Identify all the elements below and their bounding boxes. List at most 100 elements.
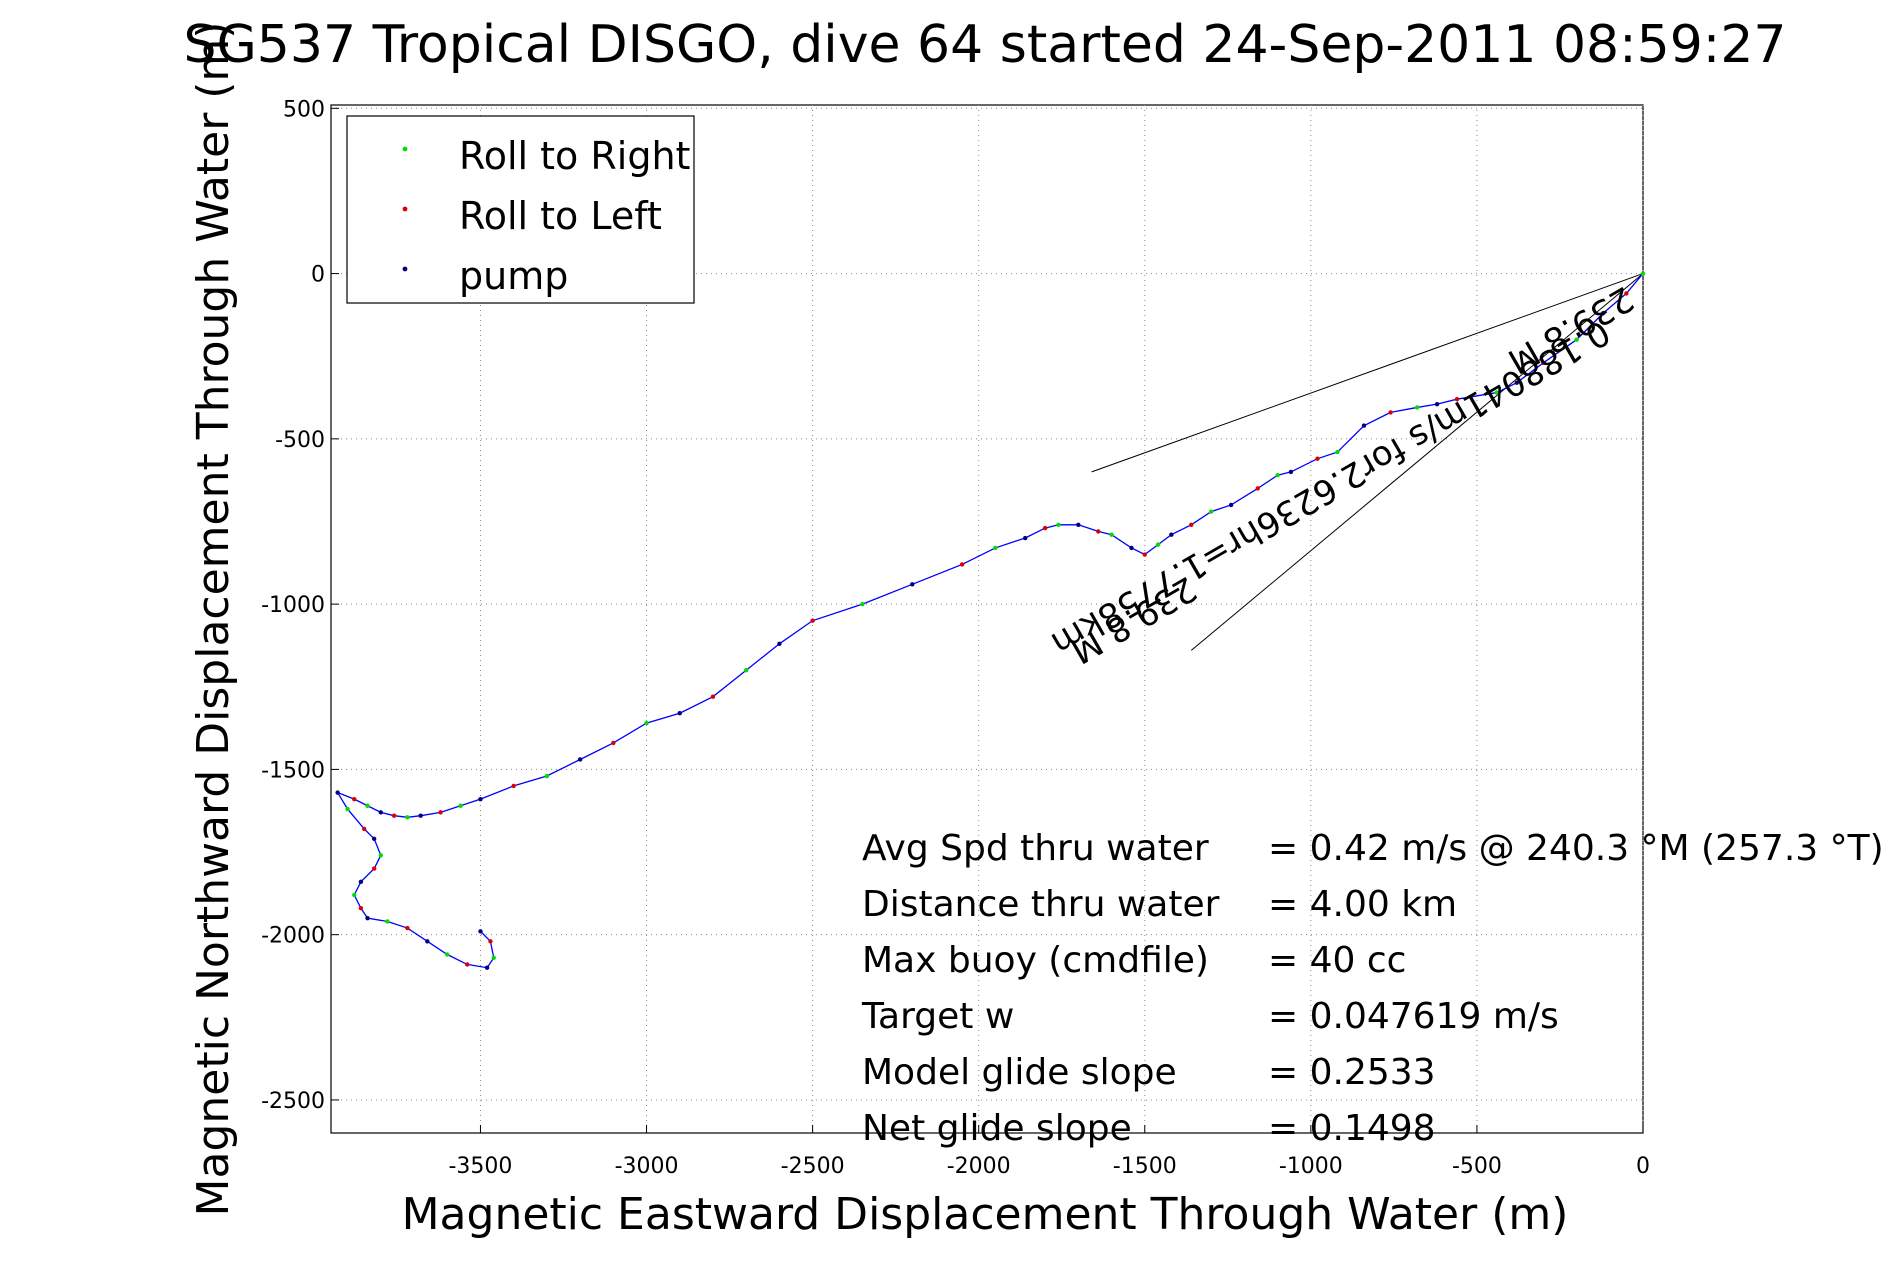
track-point [1414, 405, 1420, 410]
track-point [352, 796, 357, 802]
track-point [1076, 522, 1081, 527]
track-point [860, 601, 865, 607]
track-point [1514, 380, 1519, 385]
track-point [1169, 532, 1174, 537]
track-point [1142, 552, 1147, 557]
track-point [511, 783, 516, 789]
track-point [371, 836, 377, 842]
track-point [1494, 390, 1500, 395]
track-point [710, 694, 716, 699]
track-point [1275, 473, 1280, 478]
track-point [1454, 396, 1460, 402]
track-point [345, 806, 350, 812]
track-point [1361, 423, 1367, 428]
track-point [365, 803, 370, 808]
track-point [385, 919, 390, 924]
track-point [644, 720, 649, 726]
y-tick-label: 500 [283, 97, 325, 122]
stat-value: = 4.00 km [1268, 884, 1457, 925]
y-tick-label: -1500 [261, 758, 325, 783]
track-point [611, 740, 616, 746]
track-point [1189, 522, 1194, 527]
stat-label: Target w [861, 996, 1014, 1037]
x-axis-label: Magnetic Eastward Displacement Through W… [402, 1189, 1569, 1240]
y-axis-label: Magnetic Northward Displacement Through … [188, 22, 239, 1217]
heading-line [1190, 273, 1644, 651]
track-point [405, 925, 410, 931]
track-point [1434, 401, 1440, 407]
track-point [352, 892, 357, 898]
track-point [488, 939, 493, 944]
x-tick-labels: -3500 -3000 -2500 -2000 -1500 -1000 -500 0 [448, 1154, 1650, 1179]
track-point [418, 813, 423, 818]
x-tick-label: -2500 [781, 1154, 845, 1179]
track-point [378, 853, 384, 858]
track-point [1388, 410, 1393, 415]
track-point [425, 939, 430, 944]
x-tick-label: -1500 [1113, 1154, 1177, 1179]
track-point [1574, 337, 1579, 342]
track-point [458, 803, 463, 808]
legend-label: pump [459, 254, 568, 298]
track-point [1335, 449, 1340, 455]
track-point [445, 952, 450, 957]
track-point [1056, 522, 1061, 527]
heading-line [1091, 273, 1644, 473]
track-point [1096, 529, 1101, 534]
heading-lines [1091, 273, 1644, 651]
track-point [438, 810, 443, 815]
chart-title: SG537 Tropical DISGO, dive 64 started 24… [183, 15, 1786, 75]
track-point [1129, 545, 1134, 551]
x-tick-label: 0 [1636, 1154, 1650, 1179]
track-point [391, 813, 397, 818]
track-point [378, 810, 384, 815]
stat-value: = 0.2533 [1268, 1052, 1436, 1093]
stat-label: Max buoy (cmdfile) [862, 940, 1209, 981]
x-tick-label: -2000 [947, 1154, 1011, 1179]
track-point [464, 962, 470, 967]
track-point [1288, 469, 1294, 475]
track-point [1541, 360, 1546, 366]
track-point [1109, 532, 1114, 537]
stat-value: = 0.1498 [1268, 1108, 1436, 1149]
track-point [677, 711, 682, 716]
track-point [1022, 535, 1028, 541]
y-tick-label: -2000 [261, 924, 325, 949]
y-tick-label: 0 [311, 263, 325, 288]
legend-marker [402, 266, 408, 272]
track-point [810, 618, 815, 623]
legend-marker [402, 206, 408, 212]
stat-label: Distance thru water [862, 884, 1220, 925]
track-point [362, 826, 367, 832]
track-point [1155, 542, 1161, 547]
track-point [1042, 525, 1048, 531]
track-point [484, 965, 490, 970]
track-point [959, 562, 965, 567]
track-point [405, 815, 410, 820]
track-point [1640, 271, 1646, 276]
track-point [365, 915, 370, 921]
track-point [993, 545, 998, 551]
stat-value: = 0.42 m/s @ 240.3 °M (257.3 °T) [1268, 828, 1884, 869]
x-tick-label: -500 [1452, 1154, 1502, 1179]
y-tick-label: -500 [275, 428, 325, 453]
stat-label: Avg Spd thru water [862, 828, 1209, 869]
y-tick-label: -2500 [261, 1089, 325, 1114]
track-point [1600, 311, 1606, 316]
legend-label: Roll to Right [459, 134, 690, 178]
track-point [910, 582, 915, 587]
stat-label: Net glide slope [862, 1108, 1132, 1149]
track-point [1624, 291, 1629, 296]
track-point [335, 790, 340, 795]
stat-value: = 40 cc [1268, 940, 1406, 981]
track-point [1228, 502, 1234, 508]
track-point [478, 929, 483, 934]
track-point [358, 906, 364, 911]
track-point [577, 757, 583, 762]
track-point [777, 641, 782, 646]
x-tick-label: -3500 [448, 1154, 512, 1179]
stat-value: = 0.047619 m/s [1268, 996, 1559, 1037]
track-line [336, 273, 1644, 969]
track-point [1315, 456, 1320, 461]
track-point [544, 773, 550, 779]
